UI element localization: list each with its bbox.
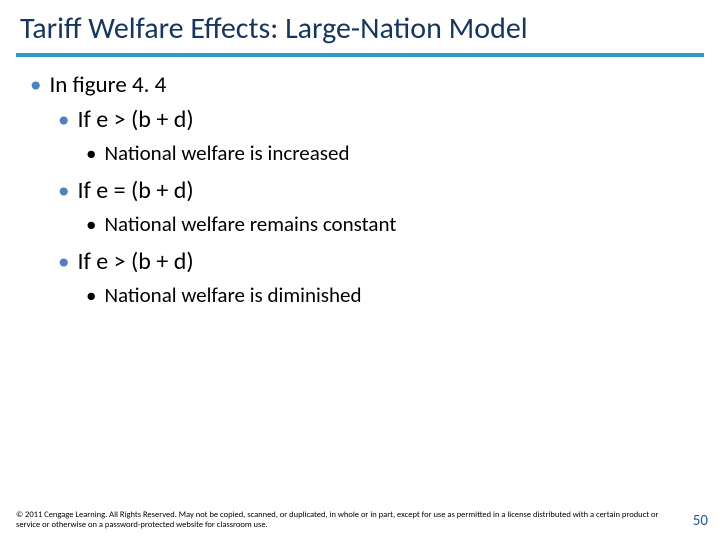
- bullet-dot-icon: •: [58, 177, 69, 205]
- bullet-dot-icon: •: [86, 282, 96, 308]
- bullet-text: If e = (b + d): [77, 176, 193, 205]
- bullet-text: If e > (b + d): [77, 105, 193, 134]
- bullet-level3: • National welfare is diminished: [86, 282, 690, 308]
- bullet-text: National welfare is increased: [104, 140, 349, 166]
- bullet-level2: • If e > (b + d): [58, 247, 690, 276]
- bullet-level3: • National welfare remains constant: [86, 211, 690, 237]
- slide: Tariff Welfare Effects: Large-Nation Mod…: [0, 0, 720, 540]
- bullet-text: National welfare is diminished: [104, 282, 361, 308]
- bullet-level1: • In figure 4. 4: [30, 71, 690, 99]
- bullet-dot-icon: •: [86, 140, 96, 166]
- bullet-dot-icon: •: [58, 248, 69, 276]
- title-underline: [16, 53, 704, 57]
- bullet-dot-icon: •: [58, 106, 69, 134]
- bullet-dot-icon: •: [30, 71, 41, 99]
- bullet-level2: • If e = (b + d): [58, 176, 690, 205]
- copyright-footer: © 2011 Cengage Learning. All Rights Rese…: [16, 510, 680, 530]
- bullet-level3: • National welfare is increased: [86, 140, 690, 166]
- page-number: 50: [693, 512, 708, 530]
- bullet-text: In figure 4. 4: [49, 71, 166, 99]
- slide-content: • In figure 4. 4 • If e > (b + d) • Nationa…: [0, 67, 720, 308]
- bullet-text: National welfare remains constant: [104, 211, 396, 237]
- bullet-text: If e > (b + d): [77, 247, 193, 276]
- bullet-level2: • If e > (b + d): [58, 105, 690, 134]
- bullet-dot-icon: •: [86, 211, 96, 237]
- slide-title: Tariff Welfare Effects: Large-Nation Mod…: [0, 0, 720, 53]
